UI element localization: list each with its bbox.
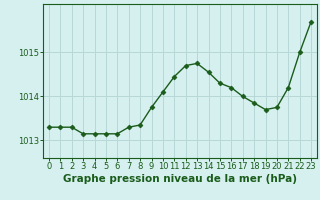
- X-axis label: Graphe pression niveau de la mer (hPa): Graphe pression niveau de la mer (hPa): [63, 174, 297, 184]
